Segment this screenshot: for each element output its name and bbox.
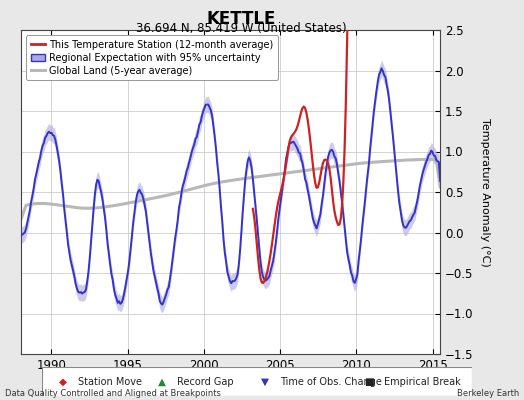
- Text: ■: ■: [364, 377, 374, 386]
- Text: ◆: ◆: [59, 377, 68, 386]
- Text: ▼: ▼: [261, 377, 269, 386]
- Y-axis label: Temperature Anomaly (°C): Temperature Anomaly (°C): [480, 118, 490, 266]
- Legend: This Temperature Station (12-month average), Regional Expectation with 95% uncer: This Temperature Station (12-month avera…: [26, 35, 278, 80]
- Text: KETTLE: KETTLE: [206, 10, 276, 28]
- Text: Data Quality Controlled and Aligned at Breakpoints: Data Quality Controlled and Aligned at B…: [5, 389, 221, 398]
- Text: ▲: ▲: [158, 377, 166, 386]
- FancyBboxPatch shape: [42, 367, 472, 396]
- Text: Empirical Break: Empirical Break: [384, 377, 460, 386]
- Text: Berkeley Earth: Berkeley Earth: [456, 389, 519, 398]
- Text: 36.694 N, 85.419 W (United States): 36.694 N, 85.419 W (United States): [136, 22, 346, 35]
- Text: Station Move: Station Move: [79, 377, 143, 386]
- Text: Time of Obs. Change: Time of Obs. Change: [280, 377, 383, 386]
- Text: Record Gap: Record Gap: [177, 377, 234, 386]
